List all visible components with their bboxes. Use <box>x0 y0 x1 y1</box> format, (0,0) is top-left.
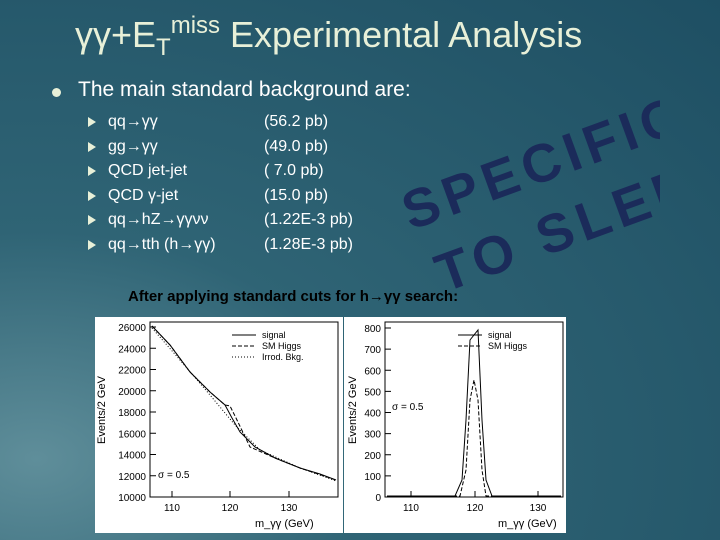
x-tick-label: 120 <box>467 503 484 514</box>
y-tick-label: 300 <box>364 430 381 441</box>
legend-label: SM Higgs <box>488 341 528 351</box>
x-tick-label: 130 <box>281 503 298 514</box>
y-tick-label: 10000 <box>118 493 146 504</box>
bullet-arrow <box>88 166 96 176</box>
title-subscript: T <box>156 34 171 61</box>
y-tick-label: 700 <box>364 345 381 356</box>
legend-label: signal <box>488 330 512 340</box>
process: qq→hZ→γγνν <box>108 211 209 228</box>
y-tick-label: 600 <box>364 366 381 377</box>
x-axis-label: m_γγ (GeV) <box>498 518 557 530</box>
y-tick-label: 14000 <box>118 451 146 462</box>
curve-sm-higgs <box>151 325 337 481</box>
bullet-arrow <box>88 141 96 152</box>
cross-section: (49.0 pb) <box>264 137 329 155</box>
y-tick-label: 200 <box>364 451 381 462</box>
y-tick-label: 500 <box>364 387 381 398</box>
bullet-dot <box>52 88 61 97</box>
title-rest: Experimental Analysis <box>220 14 583 55</box>
x-tick-label: 110 <box>164 503 180 514</box>
cross-section: (56.2 pb) <box>264 113 329 130</box>
x-tick-label: 120 <box>222 503 239 514</box>
y-tick-label: 12000 <box>118 472 146 483</box>
y-tick-label: 24000 <box>118 344 146 355</box>
plot-frame <box>149 321 339 498</box>
x-tick-label: 110 <box>403 503 419 514</box>
cross-section: (1.28E-3 pb) <box>264 235 353 253</box>
caption: After applying standard cuts for h→γγ se… <box>128 288 459 305</box>
y-tick-label: 100 <box>364 472 381 483</box>
cross-section: (1.22E-3 pb) <box>264 211 353 228</box>
x-tick-label: 130 <box>530 503 547 514</box>
process: qq→γγ <box>108 113 158 130</box>
cross-section: (15.0 pb) <box>264 186 329 204</box>
bullet-arrow <box>88 215 96 225</box>
title-superscript: miss <box>170 12 221 39</box>
process: QCD γ-jet <box>108 186 179 204</box>
process: gg→γγ <box>108 137 158 155</box>
curve-sm-higgs <box>387 379 561 497</box>
annotation: σ = 0.5 <box>392 402 424 413</box>
y-axis-label: Events/2 GeV <box>96 375 108 444</box>
annotation: σ = 0.5 <box>158 470 190 481</box>
y-tick-label: 800 <box>364 324 381 335</box>
bullet-arrow <box>88 239 96 250</box>
bullet-arrow <box>88 190 96 201</box>
cross-section: ( 7.0 pb) <box>264 162 324 179</box>
y-axis-label: Events/2 GeV <box>347 375 359 444</box>
bullet-text: The main standard background are: <box>78 78 411 101</box>
curve-irred <box>151 327 337 482</box>
x-axis-label: m_γγ (GeV) <box>255 518 314 530</box>
y-tick-label: 22000 <box>118 366 146 377</box>
y-tick-label: 400 <box>364 409 381 420</box>
title-main: γγ+E <box>75 14 157 55</box>
plot-frame <box>384 321 564 498</box>
y-tick-label: 16000 <box>118 429 146 440</box>
process: QCD jet-jet <box>108 162 188 179</box>
y-tick-label: 26000 <box>118 323 146 334</box>
legend-label: SM Higgs <box>262 341 302 351</box>
process: qq→tth (h→γγ) <box>108 235 216 253</box>
y-tick-label: 20000 <box>118 387 146 398</box>
y-tick-label: 0 <box>375 493 381 504</box>
y-tick-label: 18000 <box>118 408 146 419</box>
legend-label: signal <box>262 330 286 340</box>
bullet-arrow <box>88 117 96 127</box>
legend-label: Irrod. Bkg. <box>262 352 304 362</box>
stamp: SPECIFIC TO SLED <box>394 84 660 290</box>
slide-title: γγ+ETmiss Experimental Analysis <box>75 12 582 62</box>
